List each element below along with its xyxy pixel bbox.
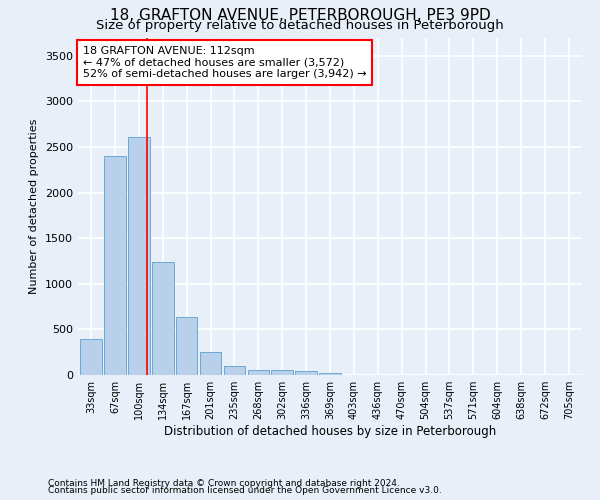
Bar — [104, 156, 126, 375]
Bar — [271, 370, 293, 375]
Bar — [200, 352, 221, 375]
Text: 18, GRAFTON AVENUE, PETERBOROUGH, PE3 9PD: 18, GRAFTON AVENUE, PETERBOROUGH, PE3 9P… — [110, 8, 490, 22]
Text: 18 GRAFTON AVENUE: 112sqm
← 47% of detached houses are smaller (3,572)
52% of se: 18 GRAFTON AVENUE: 112sqm ← 47% of detac… — [83, 46, 367, 79]
Bar — [224, 366, 245, 375]
Text: Contains public sector information licensed under the Open Government Licence v3: Contains public sector information licen… — [48, 486, 442, 495]
Bar — [152, 262, 173, 375]
Bar — [319, 372, 341, 375]
Text: Contains HM Land Registry data © Crown copyright and database right 2024.: Contains HM Land Registry data © Crown c… — [48, 478, 400, 488]
Bar — [176, 316, 197, 375]
Bar — [248, 370, 269, 375]
Bar — [295, 372, 317, 375]
X-axis label: Distribution of detached houses by size in Peterborough: Distribution of detached houses by size … — [164, 425, 496, 438]
Bar — [80, 340, 102, 375]
Y-axis label: Number of detached properties: Number of detached properties — [29, 118, 40, 294]
Text: Size of property relative to detached houses in Peterborough: Size of property relative to detached ho… — [96, 18, 504, 32]
Bar — [128, 137, 149, 375]
